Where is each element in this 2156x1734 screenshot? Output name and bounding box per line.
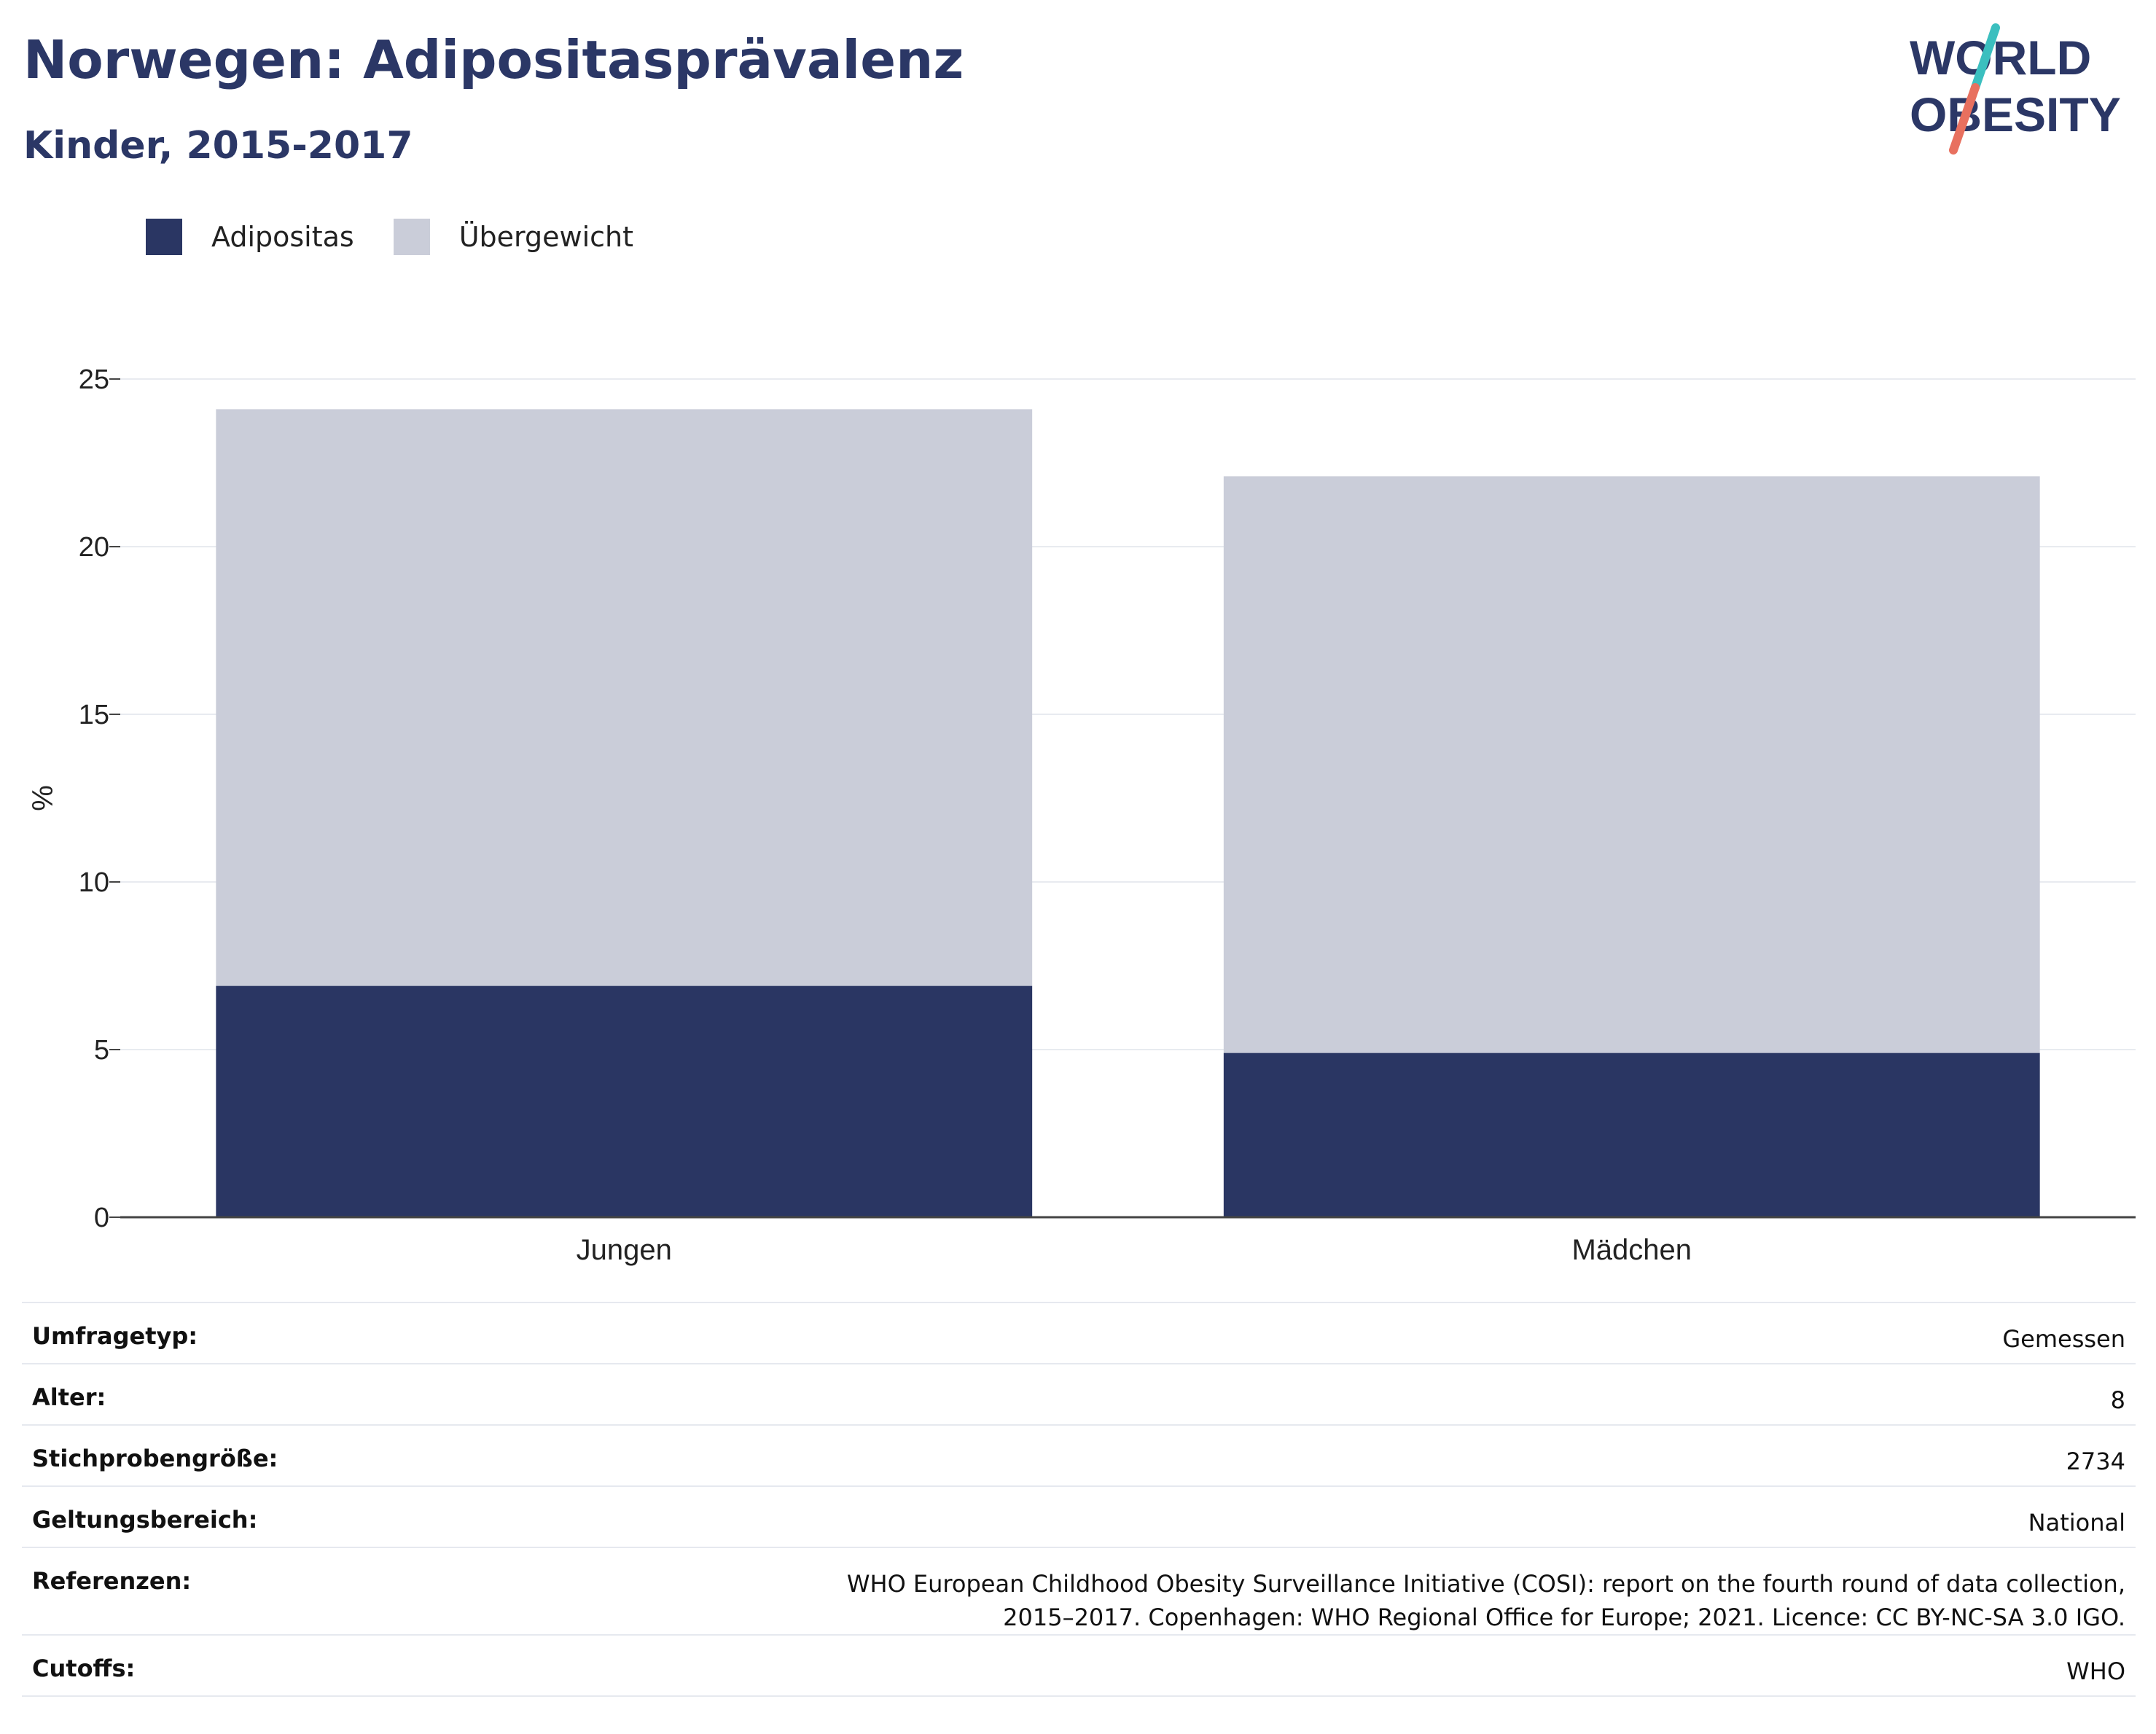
logo-slash-bottom [1949, 83, 1980, 155]
info-value-referenzen: WHO European Childhood Obesity Surveilla… [334, 1547, 2136, 1635]
legend-item-adipositas[interactable]: Adipositas [146, 219, 354, 255]
y-tick-label-25: 25 [79, 364, 109, 395]
legend-label-uebergewicht: Übergewicht [458, 221, 633, 253]
legend-label-adipositas: Adipositas [211, 221, 354, 253]
legend-swatch-uebergewicht [393, 219, 430, 255]
logo-line-obesity: OBESITY [1910, 87, 2121, 141]
y-tick-label-15: 15 [79, 700, 109, 730]
logo-line-world: WORLD [1910, 31, 2091, 85]
chart-title: Norwegen: Adipositasprävalenz [23, 29, 964, 90]
legend-item-uebergewicht[interactable]: Übergewicht [393, 219, 633, 255]
info-key-alter: Alter: [22, 1363, 334, 1425]
info-value-cutoffs: WHO [334, 1634, 2136, 1697]
info-value-stichprobengroesse: 2734 [334, 1424, 2136, 1486]
info-value-geltungsbereich: National [334, 1485, 2136, 1547]
info-row-umfragetyp: Umfragetyp: Gemessen [22, 1302, 2136, 1364]
bar-jungen-series-1 [216, 409, 1033, 986]
chart-legend: Adipositas Übergewicht [146, 219, 673, 255]
info-value-umfragetyp: Gemessen [334, 1302, 2136, 1364]
x-tick-label-0: Jungen [577, 1234, 672, 1266]
info-key-cutoffs: Cutoffs: [22, 1634, 334, 1697]
y-tick-label-5: 5 [94, 1035, 109, 1066]
info-key-referenzen: Referenzen: [22, 1547, 334, 1635]
chart-subtitle: Kinder, 2015-2017 [23, 124, 413, 168]
bar-jungen-series-0 [216, 985, 1033, 1217]
y-tick-label-0: 0 [94, 1203, 109, 1233]
info-value-alter: 8 [334, 1363, 2136, 1425]
info-row-alter: Alter: 8 [22, 1363, 2136, 1425]
y-tick-label-10: 10 [79, 867, 109, 898]
info-row-referenzen: Referenzen: WHO European Childhood Obesi… [22, 1547, 2136, 1635]
info-key-umfragetyp: Umfragetyp: [22, 1302, 334, 1364]
world-obesity-logo: WORLD OBESITY [1910, 23, 2121, 155]
info-key-geltungsbereich: Geltungsbereich: [22, 1485, 334, 1547]
info-row-geltungsbereich: Geltungsbereich: National [22, 1485, 2136, 1547]
bar-mdchen-series-0 [1223, 1052, 2040, 1217]
x-tick-label-1: Mädchen [1571, 1234, 1692, 1266]
y-axis-title: % [27, 785, 59, 811]
bar-mdchen-series-1 [1223, 476, 2040, 1053]
legend-swatch-adipositas [146, 219, 182, 255]
bar-chart: 0 5 10 15 20 25% Jungen Mädchen [27, 364, 2136, 1266]
info-key-stichprobengroesse: Stichprobengröße: [22, 1424, 334, 1486]
y-tick-label-20: 20 [79, 532, 109, 563]
info-row-cutoffs: Cutoffs: WHO [22, 1634, 2136, 1697]
info-table: Umfragetyp: Gemessen Alter: 8 Stichprobe… [22, 1302, 2136, 1697]
info-row-stichprobengroesse: Stichprobengröße: 2734 [22, 1424, 2136, 1486]
logo-slash-top [1971, 23, 2000, 92]
